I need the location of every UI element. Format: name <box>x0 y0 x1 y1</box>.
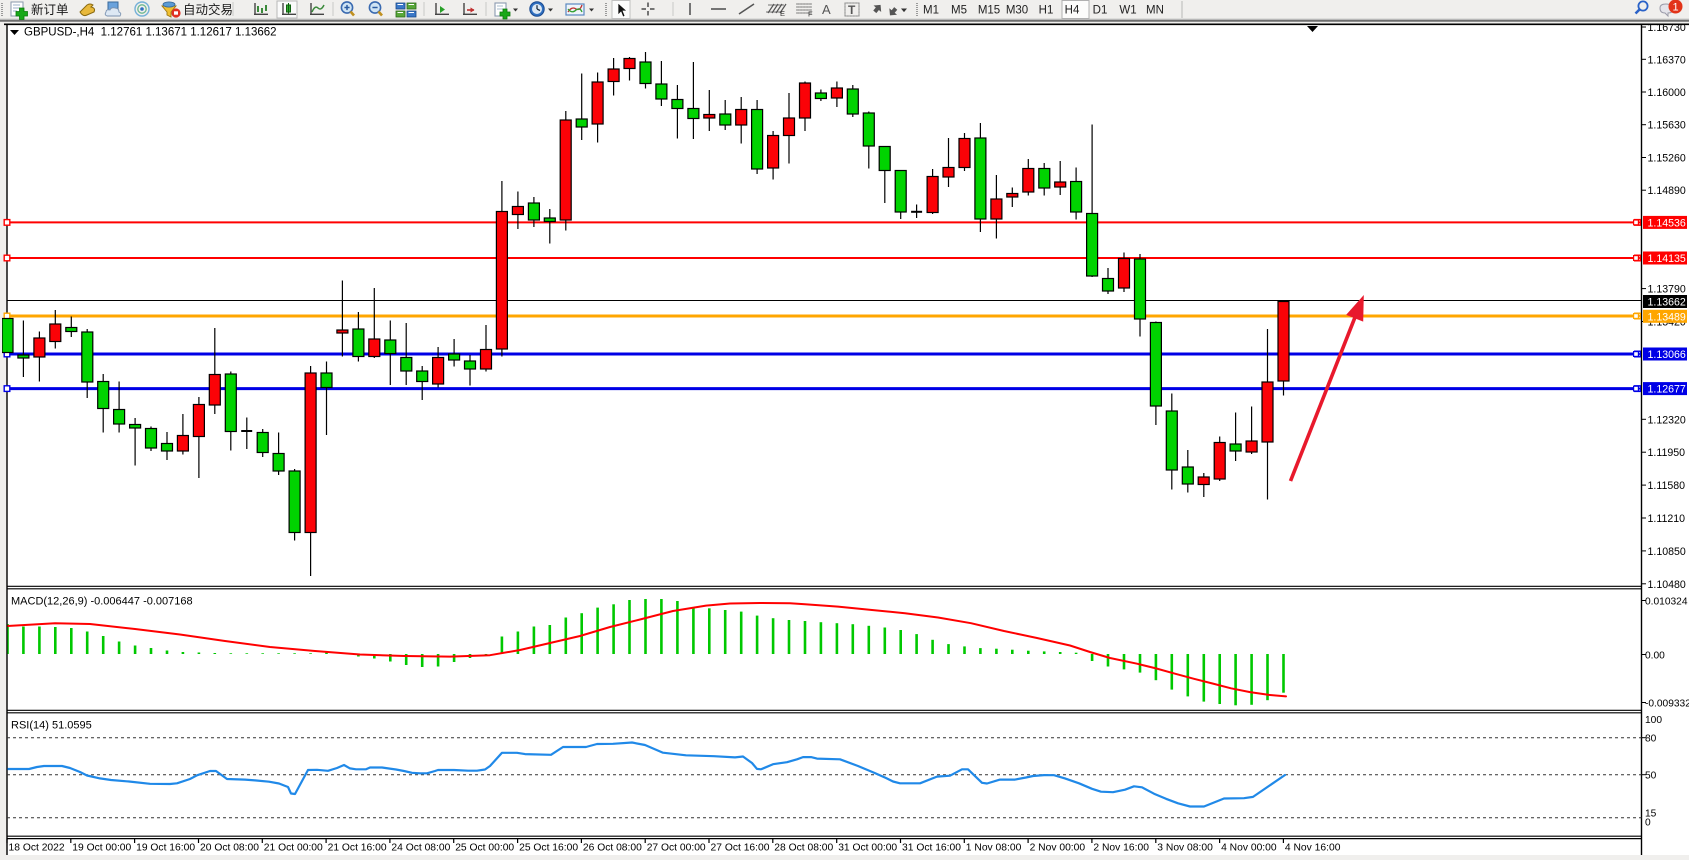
svg-text:H4: H4 <box>1065 5 1080 17</box>
svg-text:H1: H1 <box>1039 5 1054 17</box>
svg-text:1.12677: 1.12677 <box>1648 384 1686 396</box>
svg-text:1.14536: 1.14536 <box>1648 217 1686 229</box>
svg-text:4 Nov 00:00: 4 Nov 00:00 <box>1221 843 1277 854</box>
svg-text:21 Oct 16:00: 21 Oct 16:00 <box>328 843 387 854</box>
svg-text:1.14135: 1.14135 <box>1648 253 1686 265</box>
svg-text:A: A <box>822 2 831 17</box>
svg-text:1.13489: 1.13489 <box>1648 311 1686 323</box>
svg-text:1.12320: 1.12320 <box>1648 414 1686 426</box>
svg-text:21 Oct 00:00: 21 Oct 00:00 <box>264 843 323 854</box>
svg-text:MACD(12,26,9) -0.006447 -0.007: MACD(12,26,9) -0.006447 -0.007168 <box>11 596 193 608</box>
svg-text:1.13790: 1.13790 <box>1648 284 1686 296</box>
svg-text:100: 100 <box>1645 715 1662 726</box>
svg-text:20 Oct 08:00: 20 Oct 08:00 <box>200 843 259 854</box>
svg-text:1: 1 <box>1672 2 1678 14</box>
svg-text:F: F <box>808 10 813 19</box>
svg-text:18 Oct 2022: 18 Oct 2022 <box>9 843 65 854</box>
svg-text:M15: M15 <box>978 5 1000 17</box>
svg-text:1.11950: 1.11950 <box>1648 447 1686 459</box>
svg-text:1.15630: 1.15630 <box>1648 120 1686 132</box>
svg-text:MN: MN <box>1146 5 1164 17</box>
svg-text:GBPUSD-,H4 1.12761 1.13671 1.: GBPUSD-,H4 1.12761 1.13671 1.12617 1.136… <box>24 27 277 39</box>
svg-text:25 Oct 16:00: 25 Oct 16:00 <box>519 843 578 854</box>
svg-text:M30: M30 <box>1006 5 1028 17</box>
svg-text:19 Oct 16:00: 19 Oct 16:00 <box>136 843 195 854</box>
svg-text:T: T <box>848 3 856 17</box>
svg-text:M5: M5 <box>951 5 967 17</box>
svg-text:D1: D1 <box>1093 5 1108 17</box>
svg-text:0: 0 <box>1645 817 1651 828</box>
svg-text:31 Oct 00:00: 31 Oct 00:00 <box>838 843 897 854</box>
svg-text:1.14890: 1.14890 <box>1648 185 1686 197</box>
svg-text:1.13066: 1.13066 <box>1648 349 1686 361</box>
svg-text:1.16000: 1.16000 <box>1648 87 1686 99</box>
svg-text:W1: W1 <box>1119 5 1136 17</box>
svg-text:1.11210: 1.11210 <box>1648 513 1686 525</box>
svg-text:2 Nov 16:00: 2 Nov 16:00 <box>1093 843 1149 854</box>
svg-text:1.10850: 1.10850 <box>1648 546 1686 558</box>
svg-text:-0.009332: -0.009332 <box>1645 698 1689 709</box>
svg-text:新订单: 新订单 <box>31 2 69 17</box>
svg-text:1.15260: 1.15260 <box>1648 153 1686 165</box>
svg-text:80: 80 <box>1645 734 1657 745</box>
svg-text:15: 15 <box>1645 808 1657 819</box>
svg-text:0.010324: 0.010324 <box>1645 596 1688 607</box>
svg-text:1 Nov 08:00: 1 Nov 08:00 <box>966 843 1022 854</box>
svg-text:1.10480: 1.10480 <box>1648 579 1686 591</box>
svg-text:1.11580: 1.11580 <box>1648 480 1686 492</box>
svg-text:27 Oct 16:00: 27 Oct 16:00 <box>711 843 770 854</box>
svg-text:RSI(14) 51.0595: RSI(14) 51.0595 <box>11 720 92 732</box>
svg-text:24 Oct 08:00: 24 Oct 08:00 <box>391 843 450 854</box>
svg-text:3 Nov 08:00: 3 Nov 08:00 <box>1157 843 1213 854</box>
svg-text:自动交易: 自动交易 <box>183 2 233 17</box>
svg-text:25 Oct 00:00: 25 Oct 00:00 <box>455 843 514 854</box>
svg-text:26 Oct 08:00: 26 Oct 08:00 <box>583 843 642 854</box>
svg-text:4 Nov 16:00: 4 Nov 16:00 <box>1285 843 1341 854</box>
svg-text:2 Nov 00:00: 2 Nov 00:00 <box>1030 843 1086 854</box>
svg-text:1.16370: 1.16370 <box>1648 54 1686 66</box>
svg-text:50: 50 <box>1645 771 1657 782</box>
svg-text:1.13662: 1.13662 <box>1648 297 1686 309</box>
svg-text:E: E <box>780 9 785 18</box>
svg-text:28 Oct 08:00: 28 Oct 08:00 <box>774 843 833 854</box>
svg-text:1.16730: 1.16730 <box>1648 22 1686 34</box>
svg-text:M1: M1 <box>923 5 939 17</box>
svg-text:19 Oct 00:00: 19 Oct 00:00 <box>72 843 131 854</box>
svg-text:27 Oct 00:00: 27 Oct 00:00 <box>647 843 706 854</box>
svg-text:0.00: 0.00 <box>1645 650 1665 661</box>
svg-text:31 Oct 16:00: 31 Oct 16:00 <box>902 843 961 854</box>
